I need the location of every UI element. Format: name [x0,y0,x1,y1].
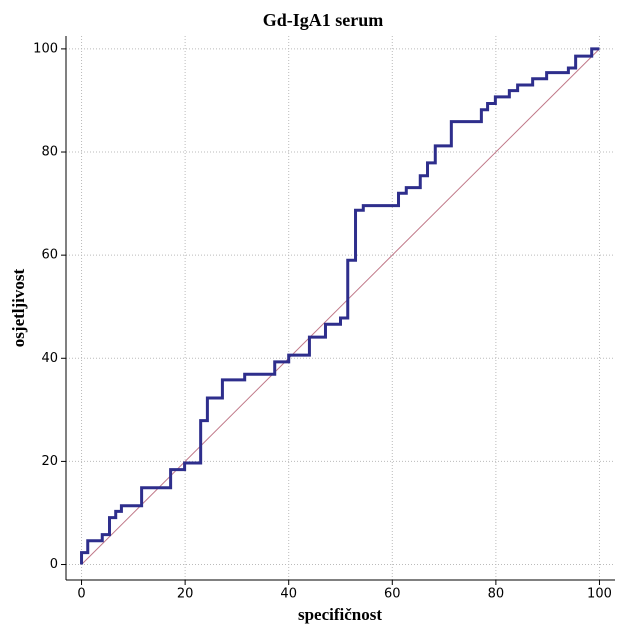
x-axis-label: specifičnost [298,605,382,624]
x-tick-label: 80 [488,587,505,602]
reference-line [81,48,600,565]
y-tick-label: 100 [33,41,58,56]
x-tick-label: 0 [77,587,85,602]
roc-curve [80,47,600,565]
y-tick-label: 20 [41,454,58,469]
y-tick-label: 40 [41,351,58,366]
chart-title: Gd-IgA1 serum [263,10,384,30]
x-tick-label: 40 [280,587,297,602]
x-tick-label: 100 [587,587,612,602]
y-tick-label: 60 [41,248,58,263]
y-axis-label: osjetljivost [9,268,28,347]
x-tick-label: 60 [384,587,401,602]
x-tick-label: 20 [177,587,194,602]
y-tick-label: 0 [50,557,58,572]
y-tick-label: 80 [41,145,58,160]
